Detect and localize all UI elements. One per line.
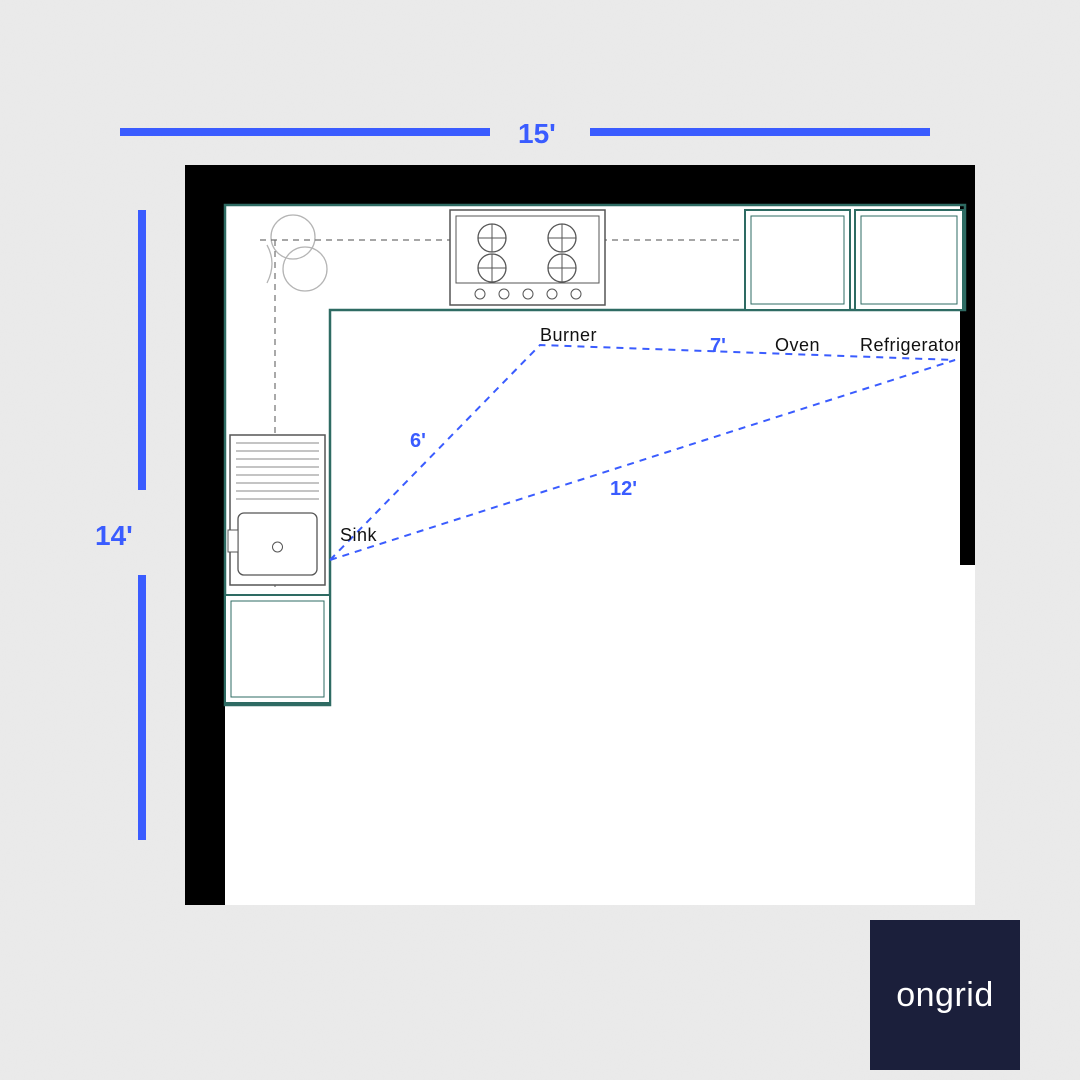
fridge-icon (855, 210, 963, 310)
brand-logo: ongrid (870, 920, 1020, 1070)
brand-logo-text: ongrid (896, 976, 994, 1015)
triangle-edge-label: 6' (410, 430, 426, 453)
oven-icon (745, 210, 850, 310)
dimension-height-label: 14' (95, 520, 133, 552)
fridge-label: Refrigerator (860, 335, 961, 356)
burner-label: Burner (540, 325, 597, 346)
cabinet-icon (225, 595, 330, 703)
burner-icon (450, 210, 605, 305)
oven-label: Oven (775, 335, 820, 356)
dimension-width-label: 15' (518, 118, 556, 150)
triangle-edge-label: 7' (710, 335, 726, 358)
floorplan-svg (0, 0, 1080, 1080)
sink-label: Sink (340, 525, 377, 546)
triangle-edge-label: 12' (610, 478, 637, 501)
sink-icon (228, 435, 325, 585)
